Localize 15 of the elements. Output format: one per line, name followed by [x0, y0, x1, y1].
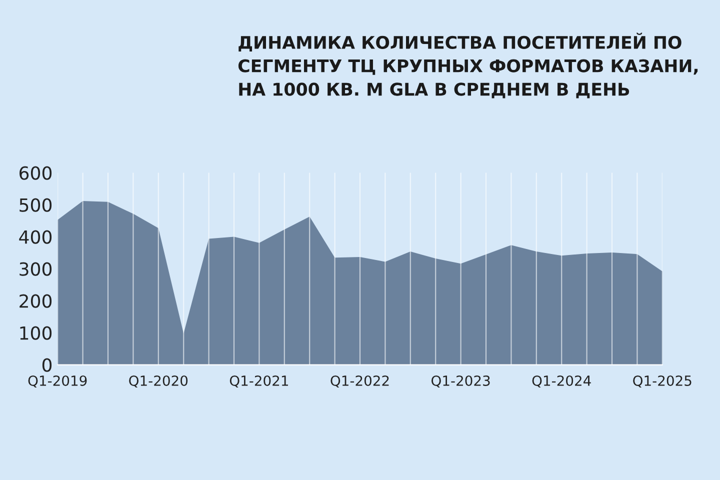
x-tick-label: Q1-2022	[330, 375, 389, 388]
chart-title: ДИНАМИКА КОЛИЧЕСТВА ПОСЕТИТЕЛЕЙ ПО СЕГМЕНТУ ТЦ КРУПНЫХ ФОРМАТОВ КАЗАНИ, НА 1000 КВ. М GLA В СРЕДНЕМ В ДЕНЬ	[238, 32, 698, 98]
y-tick-label: 600	[20, 166, 52, 180]
y-tick-label: 300	[20, 262, 52, 276]
x-tick-label: Q1-2020	[129, 375, 188, 388]
x-tick-label: Q1-2024	[532, 375, 591, 388]
y-tick-label: 500	[20, 198, 52, 212]
y-tick-label: 0	[42, 358, 52, 372]
x-tick-label: Q1-2025	[633, 375, 692, 388]
x-tick-label: Q1-2021	[230, 375, 288, 388]
y-tick-label: 400	[19, 230, 52, 244]
y-tick-label: 100	[20, 326, 52, 340]
y-tick-label: 200	[20, 294, 52, 308]
x-tick-label: Q1-2019	[28, 375, 87, 388]
x-tick-label: Q1-2023	[432, 375, 490, 388]
